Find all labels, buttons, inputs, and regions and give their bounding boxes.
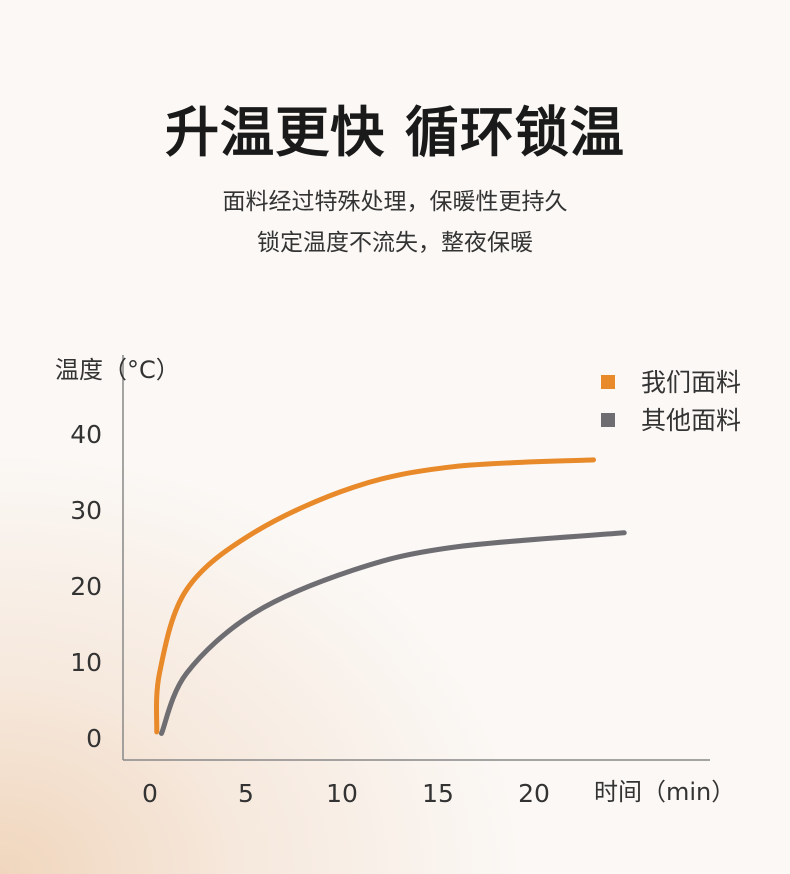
legend-swatch bbox=[601, 413, 615, 427]
x-tick-label: 15 bbox=[422, 779, 454, 808]
y-tick-label: 20 bbox=[70, 572, 102, 601]
x-axis-label: 时间（min） bbox=[594, 778, 735, 806]
subtitle-line-1: 面料经过特殊处理，保暖性更持久 bbox=[222, 189, 568, 215]
legend-label: 其他面料 bbox=[641, 406, 741, 435]
legend-swatch bbox=[601, 375, 615, 389]
subtitle-line-2: 锁定温度不流失，整夜保暖 bbox=[257, 230, 533, 256]
series-line-1 bbox=[153, 457, 597, 735]
series-line-2 bbox=[159, 530, 627, 736]
y-axis-label: 温度（°C） bbox=[55, 356, 180, 384]
y-tick-label: 10 bbox=[70, 648, 102, 677]
legend-label: 我们面料 bbox=[641, 368, 741, 397]
y-tick-label: 40 bbox=[70, 420, 102, 449]
y-tick-label: 30 bbox=[70, 496, 102, 525]
x-tick-label: 20 bbox=[518, 779, 550, 808]
x-tick-label: 10 bbox=[326, 779, 358, 808]
y-tick-label: 0 bbox=[86, 724, 102, 753]
x-tick-label: 5 bbox=[238, 779, 254, 808]
x-tick-label: 0 bbox=[142, 779, 158, 808]
page-title: 升温更快 循环锁温 bbox=[165, 101, 625, 164]
